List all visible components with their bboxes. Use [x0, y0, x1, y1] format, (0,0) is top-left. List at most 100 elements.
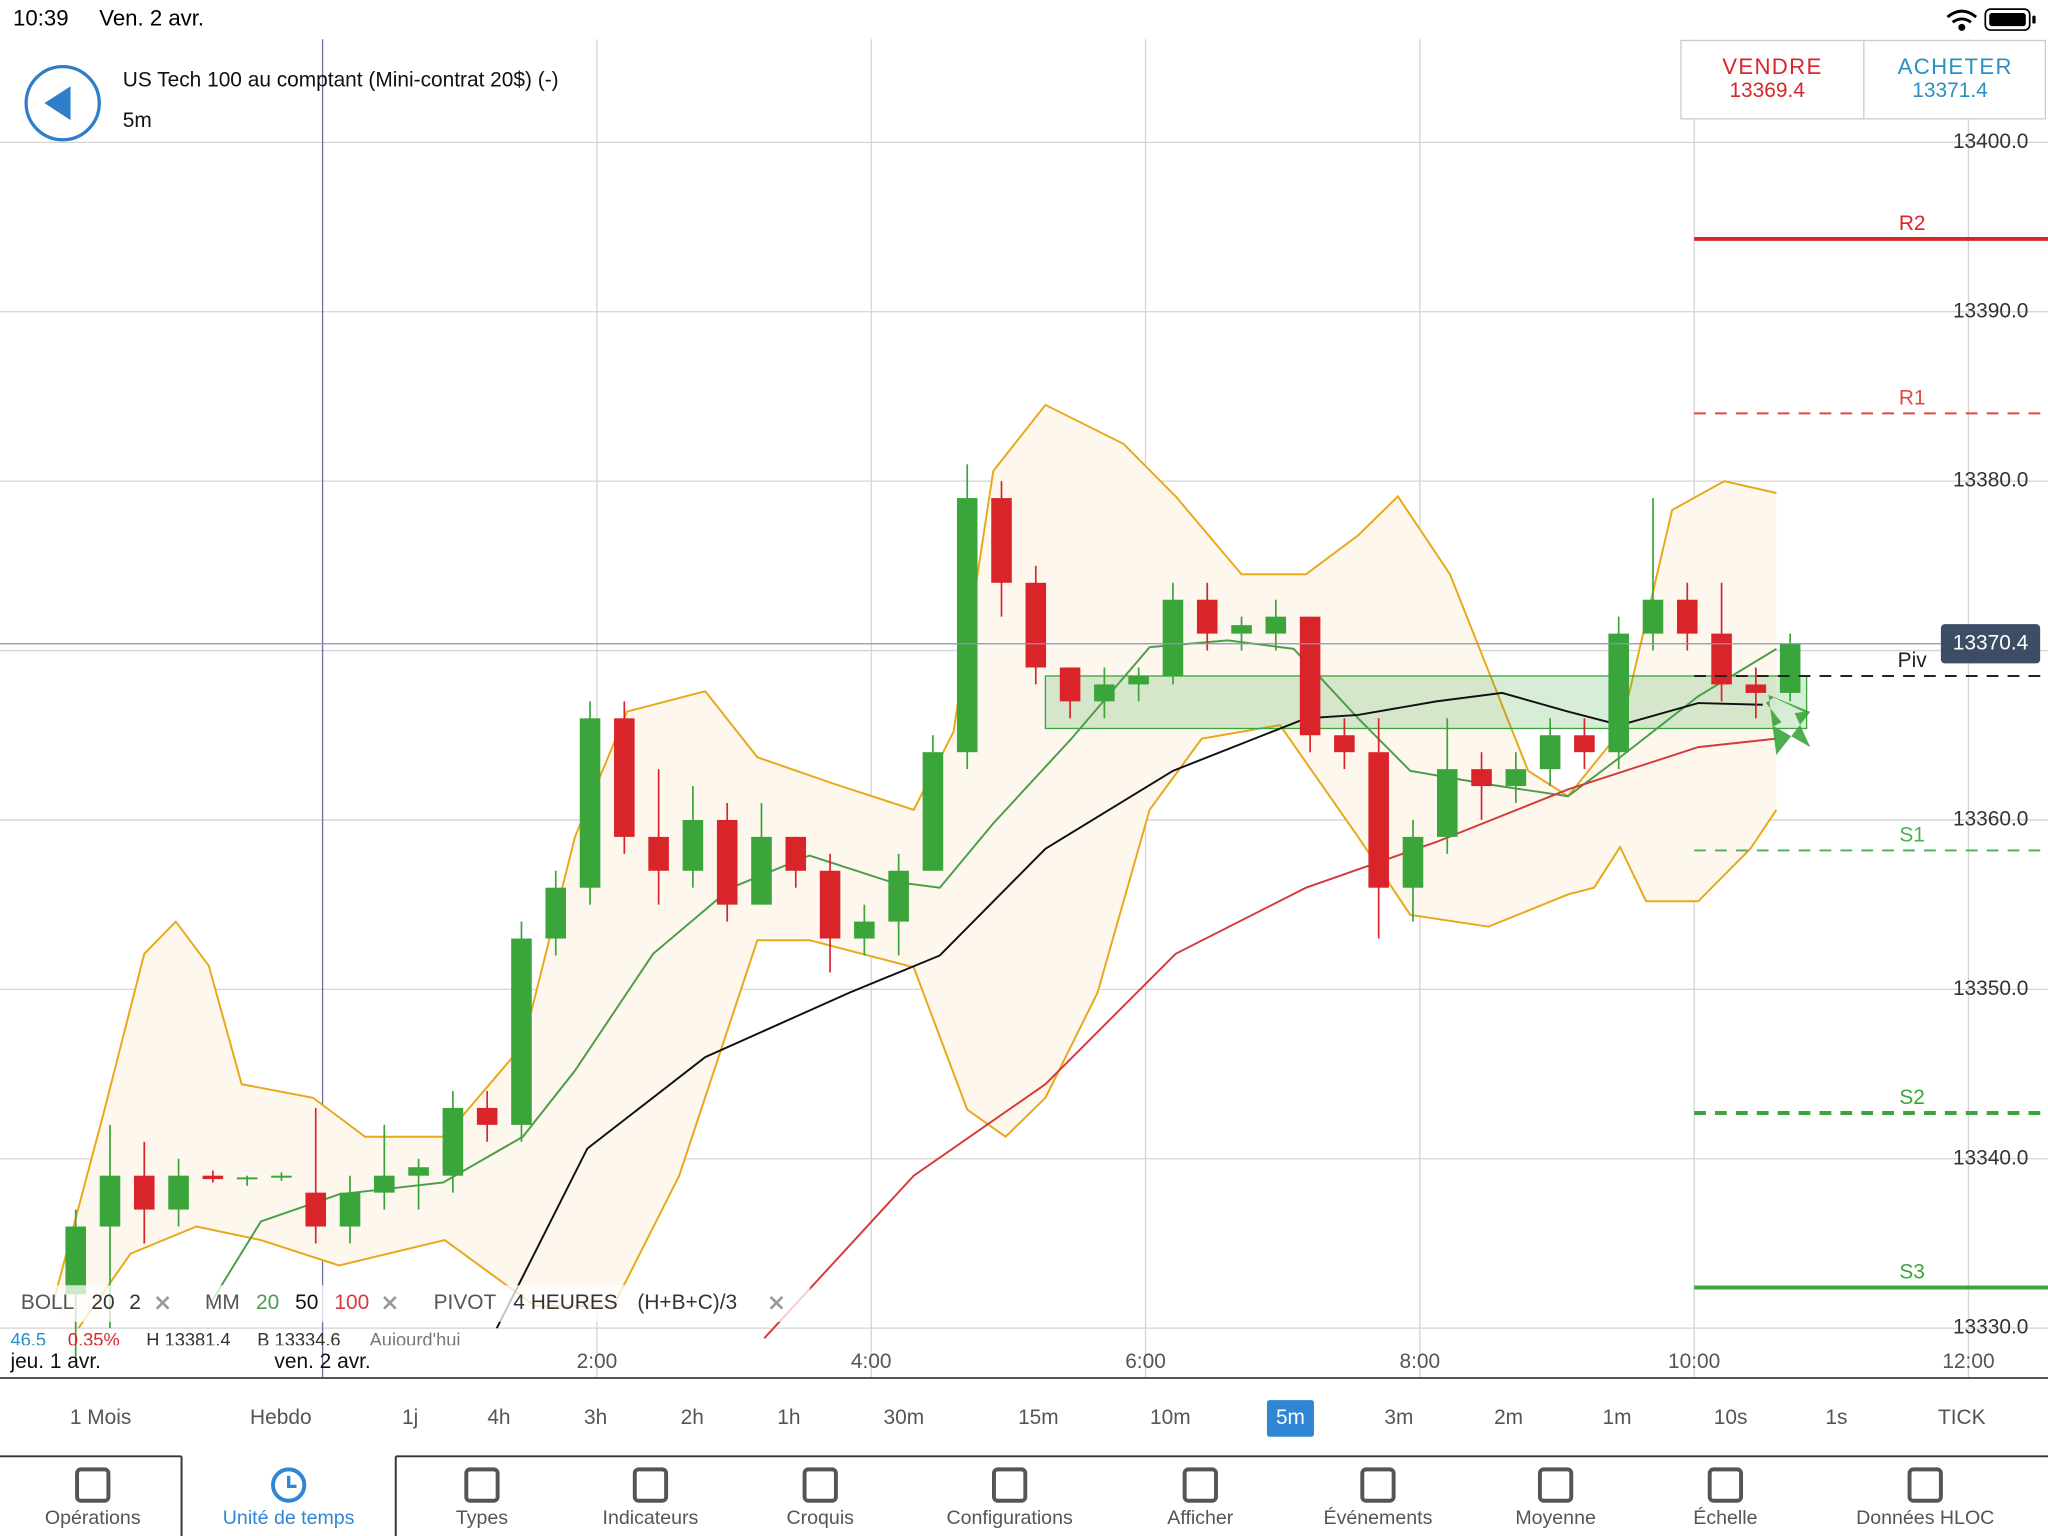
- timeframe-item[interactable]: 1j: [402, 1406, 418, 1429]
- last-price-box: [1940, 624, 2041, 664]
- timeframe-selected[interactable]: [1266, 1400, 1314, 1437]
- boll-deviation: 2: [129, 1291, 141, 1314]
- remove-boll[interactable]: [155, 1296, 170, 1310]
- timeframe-item[interactable]: 1 Mois: [70, 1406, 131, 1429]
- candle-body: [545, 887, 567, 939]
- stat: Aujourd'hui: [370, 1329, 461, 1350]
- y-tick-label: 13360.0: [1953, 807, 2028, 830]
- toolbar-item[interactable]: Échelle: [1693, 1506, 1757, 1529]
- candle-body: [1676, 599, 1698, 634]
- timeframe-item[interactable]: 15m: [1018, 1406, 1059, 1429]
- toolbar-item[interactable]: Croquis: [787, 1507, 855, 1529]
- y-tick-label: 13340.0: [1953, 1146, 2028, 1169]
- x-tick-label: 10:00: [1668, 1350, 1720, 1373]
- candle-body: [1334, 735, 1355, 753]
- x-tick-label: 8:00: [1400, 1350, 1441, 1373]
- band-fill: [52, 404, 1777, 1329]
- toolbar-item[interactable]: Configurations: [947, 1507, 1073, 1529]
- candle-body: [511, 938, 532, 1125]
- buy-button[interactable]: ACHETER 13371.4: [1898, 54, 2013, 102]
- boll-name[interactable]: BOLL: [21, 1291, 74, 1314]
- candle-body: [1608, 633, 1629, 753]
- candle-body: [1265, 616, 1287, 634]
- timeframe-item[interactable]: 5m: [1276, 1406, 1305, 1429]
- y-tick-label: 13380.0: [1953, 469, 2028, 492]
- candle-body: [408, 1167, 429, 1176]
- x-tick-label: 4:00: [851, 1350, 892, 1373]
- candle-body: [716, 819, 738, 905]
- pivot-formula: (H+B+C)/3: [637, 1291, 737, 1314]
- candle-body: [785, 836, 807, 871]
- sell-label[interactable]: VENDRE: [1722, 54, 1822, 79]
- candle-body: [134, 1175, 155, 1210]
- mm-name[interactable]: MM: [205, 1291, 240, 1314]
- candle-body: [922, 752, 944, 871]
- mm-p1: 20: [256, 1291, 279, 1314]
- timeframe-item[interactable]: 1m: [1602, 1406, 1631, 1429]
- timeframe-item[interactable]: 3h: [584, 1406, 607, 1429]
- timeframe-item[interactable]: 3m: [1384, 1406, 1413, 1429]
- sell-button[interactable]: VENDRE 13369.4: [1722, 54, 1822, 102]
- axes: 13330.013340.013350.013360.013370.013380…: [9, 130, 2041, 1373]
- stat: B 13334.6: [257, 1329, 340, 1350]
- pivot-period: 4 HEURES: [513, 1291, 617, 1314]
- candle-body: [1196, 599, 1218, 634]
- candle-body: [1745, 684, 1767, 693]
- toolbar-item[interactable]: Opérations: [45, 1507, 141, 1529]
- toolbar-frame: [0, 1455, 2048, 1536]
- timeframe-item[interactable]: 2h: [681, 1406, 704, 1429]
- toolbar-icon: [287, 1475, 297, 1488]
- candle-body: [339, 1192, 361, 1227]
- toolbar-item[interactable]: Moyenne: [1515, 1507, 1596, 1529]
- pivot-label: S3: [1899, 1261, 1925, 1284]
- pivot-name[interactable]: PIVOT: [434, 1291, 497, 1314]
- candle-body: [1711, 633, 1732, 685]
- toolbar-item[interactable]: Types: [456, 1507, 508, 1529]
- toolbar-item[interactable]: Unité de temps: [223, 1507, 355, 1529]
- candle-body: [1299, 616, 1321, 736]
- wifi-icon: [1946, 9, 1978, 31]
- toolbar: Opérations Unité de temps Types Indicateurs…: [45, 1467, 1994, 1529]
- mm-p3: 100: [334, 1291, 369, 1314]
- candle-body: [1539, 735, 1561, 770]
- timeframe-item[interactable]: 1h: [777, 1406, 800, 1429]
- remove-pivot[interactable]: [769, 1296, 784, 1310]
- timeframe-item[interactable]: 10s: [1714, 1406, 1748, 1429]
- toolbar-icon: [464, 1467, 500, 1503]
- timeframe-item[interactable]: 4h: [487, 1406, 510, 1429]
- back-button[interactable]: [24, 64, 101, 142]
- toolbar-item[interactable]: Afficher: [1167, 1507, 1233, 1529]
- remove-mm[interactable]: [383, 1296, 397, 1310]
- timeframe-item[interactable]: 10m: [1150, 1406, 1191, 1429]
- buy-label[interactable]: ACHETER: [1898, 54, 2013, 79]
- timeframe-item[interactable]: TICK: [1938, 1406, 1986, 1429]
- candle-body: [305, 1192, 327, 1227]
- candle-body: [1779, 643, 1801, 693]
- candle-body: [614, 718, 635, 837]
- toolbar-item[interactable]: Événements: [1324, 1506, 1433, 1529]
- timeframe-item[interactable]: 1s: [1825, 1406, 1847, 1429]
- status-time: 10:39: [13, 5, 69, 30]
- y-tick-label: 13330.0: [1953, 1316, 2028, 1339]
- timeframe-item[interactable]: 2m: [1494, 1406, 1523, 1429]
- toolbar-item[interactable]: Indicateurs: [603, 1507, 699, 1529]
- timeframe-item[interactable]: 30m: [884, 1406, 925, 1429]
- candle-body: [1436, 769, 1458, 837]
- timeframe-item[interactable]: Hebdo: [250, 1406, 312, 1429]
- candle-body: [1574, 735, 1595, 753]
- toolbar-icon: [1707, 1467, 1744, 1503]
- candle-body: [1094, 684, 1115, 702]
- buy-price[interactable]: 13371.4: [1912, 79, 1987, 102]
- chart-timeframe: 5m: [123, 109, 152, 132]
- toolbar-icon: [1537, 1467, 1574, 1503]
- y-tick-label: 13400.0: [1953, 130, 2028, 153]
- candle-body: [648, 836, 669, 871]
- stats-row: 46.5 0.35% H 13381.4 B 13334.6 Aujourd'h…: [10, 1329, 461, 1350]
- toolbar-item[interactable]: Données HLOC: [1856, 1507, 1994, 1529]
- sell-price[interactable]: 13369.4: [1729, 79, 1804, 102]
- candle-body: [1368, 752, 1389, 888]
- x-tick-label: ven. 2 avr.: [274, 1350, 370, 1373]
- day-label: jeu. 1 avr.: [9, 1350, 101, 1373]
- mm-p2: 50: [295, 1291, 318, 1314]
